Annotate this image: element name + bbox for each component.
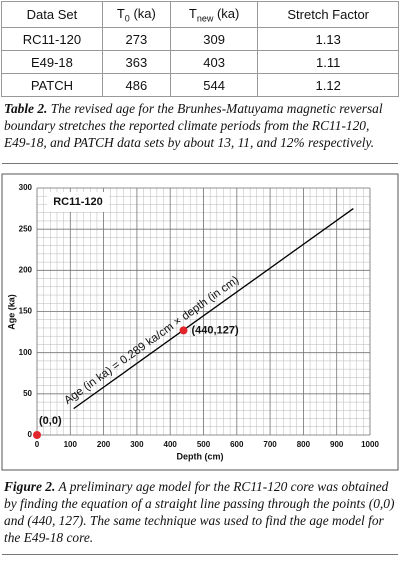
cell: 1.12: [257, 73, 399, 97]
caption-text: The revised age for the Brunhes-Matuyama…: [4, 101, 383, 150]
y-tick-label: 200: [19, 265, 33, 274]
cell: 486: [101, 73, 171, 97]
fit-line: [73, 208, 354, 410]
y-tick-label: 0: [28, 430, 33, 439]
caption-label: Table 2.: [4, 101, 48, 116]
x-tick-label: 600: [230, 440, 244, 449]
data-table: Data Set T0 (ka) Tnew (ka) Stretch Facto…: [1, 1, 399, 97]
x-axis-label: Depth (cm): [177, 451, 224, 461]
x-tick-label: 900: [330, 440, 344, 449]
separator: [2, 163, 398, 164]
row: PATCH 486 544 1.12: [1, 73, 399, 97]
header-row: Data Set T0 (ka) Tnew (ka) Stretch Facto…: [1, 1, 399, 28]
data-point: [33, 431, 41, 439]
inset-label: RC11-120: [53, 196, 103, 208]
y-tick-label: 300: [19, 183, 33, 192]
x-tick-label: 100: [64, 440, 78, 449]
cell: 363: [101, 50, 171, 74]
figure-caption: Figure 2. A preliminary age model for th…: [4, 478, 396, 546]
cell: 273: [101, 27, 171, 51]
cell: E49-18: [1, 50, 103, 74]
symbol: T: [116, 5, 125, 21]
cell: 403: [169, 50, 259, 74]
y-tick-label: 250: [19, 224, 33, 233]
figure-frame: [1, 173, 399, 471]
x-tick-label: 400: [164, 440, 178, 449]
x-tick-label: 700: [263, 440, 277, 449]
y-tick-label: 150: [19, 307, 33, 316]
cell: RC11-120: [1, 27, 103, 51]
table-caption: Table 2. The revised age for the Brunhes…: [4, 100, 396, 151]
row: E49-18 363 403 1.11: [1, 50, 399, 74]
y-axis-label: Age (ka): [6, 294, 16, 330]
separator: [2, 554, 398, 555]
y-tick-label: 100: [19, 348, 33, 357]
x-tick-label: 500: [197, 440, 211, 449]
grid: [36, 187, 371, 436]
chart: Depth (cm) Age (ka) 0 100 200 300 400 500 600 7…: [1, 173, 399, 471]
x-tick-label: 200: [97, 440, 111, 449]
unit: (ka): [216, 5, 240, 21]
y-tick-label: 50: [23, 389, 32, 398]
inset-box: [47, 192, 109, 212]
data-point: [179, 326, 188, 335]
x-tick-label: 800: [297, 440, 311, 449]
cell: PATCH: [1, 73, 103, 97]
header-cell: Tnew (ka): [169, 1, 259, 28]
x-tick-label: 1000: [361, 440, 379, 449]
row: RC11-120 273 309 1.13: [1, 27, 399, 51]
symbol: T: [188, 5, 197, 21]
header-cell: T0 (ka): [101, 1, 171, 28]
caption-text: A preliminary age model for the RC11-120…: [4, 479, 395, 545]
subscript: 0: [124, 13, 130, 24]
x-tick-label: 0: [35, 440, 40, 449]
cell: 1.13: [257, 27, 399, 51]
point-label: (0,0): [39, 415, 62, 427]
caption-label: Figure 2.: [4, 479, 56, 494]
point-label: (440,127): [192, 324, 239, 336]
subscript: new: [196, 13, 214, 24]
cell: 309: [169, 27, 259, 51]
cell: 544: [169, 73, 259, 97]
equation-annotation: Age (in ka) = 0.289 ka/cm × depth (in cm…: [62, 274, 241, 407]
cell: 1.11: [257, 50, 399, 74]
x-tick-label: 300: [130, 440, 144, 449]
header-cell: Data Set: [1, 1, 103, 28]
header-cell: Stretch Factor: [257, 1, 399, 28]
unit: (ka): [133, 5, 156, 21]
